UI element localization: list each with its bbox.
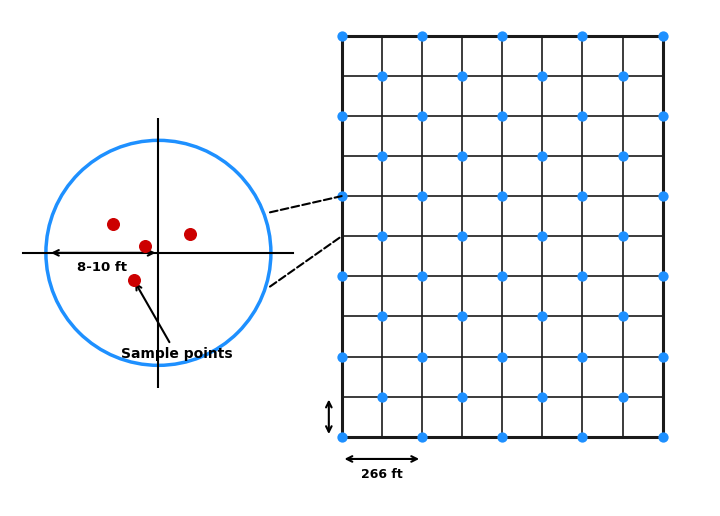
Point xyxy=(376,312,387,320)
Point xyxy=(497,433,508,441)
Point xyxy=(456,152,468,160)
Point xyxy=(336,352,348,361)
Point xyxy=(657,31,668,40)
Text: 266 ft: 266 ft xyxy=(361,468,402,481)
Point xyxy=(497,192,508,200)
Point xyxy=(536,393,548,401)
Point xyxy=(577,433,588,441)
Point xyxy=(577,192,588,200)
Point xyxy=(456,72,468,80)
Point xyxy=(336,31,348,40)
Point xyxy=(336,433,348,441)
Point xyxy=(376,152,387,160)
Point xyxy=(657,111,668,120)
Point xyxy=(497,111,508,120)
Point xyxy=(376,72,387,80)
Point xyxy=(416,352,428,361)
Point xyxy=(128,276,140,284)
Point xyxy=(617,393,629,401)
Point xyxy=(336,272,348,281)
Point xyxy=(456,312,468,320)
Point xyxy=(536,72,548,80)
Point xyxy=(336,192,348,200)
Point xyxy=(657,433,668,441)
Point xyxy=(617,152,629,160)
Point xyxy=(456,393,468,401)
Point xyxy=(536,312,548,320)
Point xyxy=(536,232,548,240)
Point xyxy=(184,230,196,238)
Point xyxy=(416,192,428,200)
Point xyxy=(139,242,150,250)
Point xyxy=(497,31,508,40)
Point xyxy=(376,232,387,240)
Point xyxy=(617,312,629,320)
Point xyxy=(416,111,428,120)
Point xyxy=(416,31,428,40)
Point xyxy=(577,31,588,40)
Point xyxy=(416,433,428,441)
Point xyxy=(376,393,387,401)
Point xyxy=(657,192,668,200)
Point xyxy=(657,352,668,361)
Point xyxy=(456,232,468,240)
Point xyxy=(108,219,120,228)
Point xyxy=(617,232,629,240)
Point xyxy=(536,152,548,160)
Point xyxy=(416,272,428,281)
Point xyxy=(617,72,629,80)
Point xyxy=(577,272,588,281)
Point xyxy=(336,111,348,120)
Text: 8-10 ft: 8-10 ft xyxy=(77,261,127,274)
Text: Sample points: Sample points xyxy=(120,284,233,361)
Point xyxy=(657,272,668,281)
Point xyxy=(577,111,588,120)
Point xyxy=(577,352,588,361)
Point xyxy=(497,352,508,361)
Point xyxy=(497,272,508,281)
